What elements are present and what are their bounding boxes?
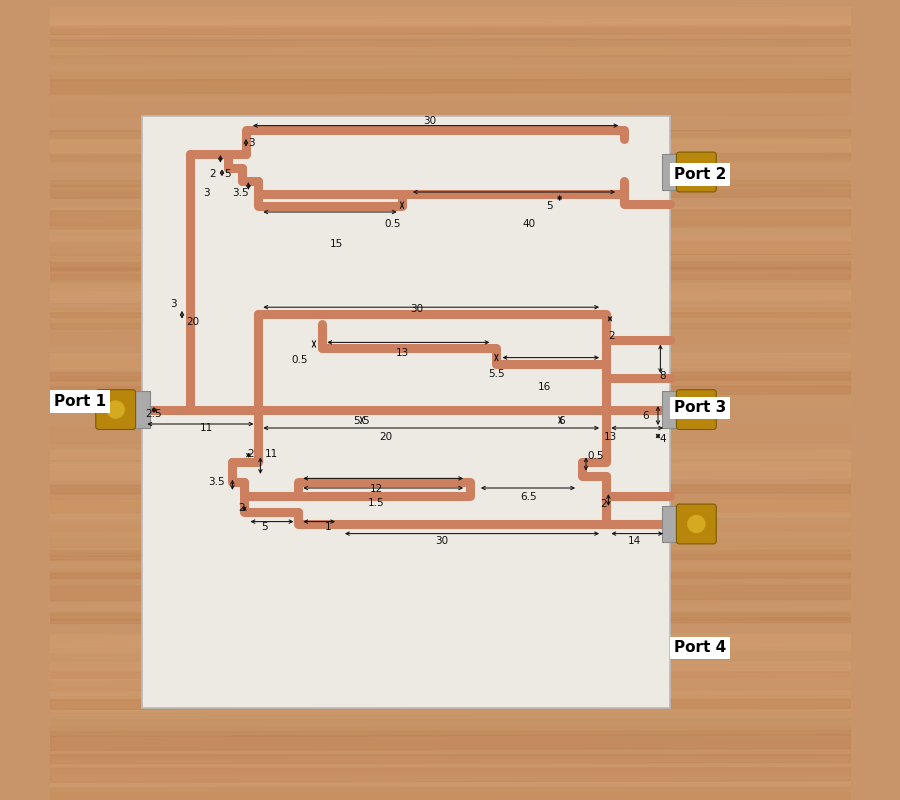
Text: 4: 4: [660, 434, 666, 444]
Text: 30: 30: [436, 536, 448, 546]
FancyBboxPatch shape: [677, 152, 716, 192]
Text: 1: 1: [325, 522, 332, 532]
Text: 40: 40: [522, 219, 536, 229]
Circle shape: [688, 515, 705, 533]
Text: 16: 16: [538, 382, 551, 392]
Text: 1.5: 1.5: [368, 498, 384, 508]
Text: 0.5: 0.5: [291, 355, 308, 365]
Text: 2: 2: [238, 503, 245, 513]
Text: 13: 13: [603, 432, 616, 442]
Text: 20: 20: [186, 317, 199, 326]
Text: 5.5: 5.5: [489, 370, 505, 379]
Text: Port 1: Port 1: [54, 394, 106, 409]
Text: 15: 15: [329, 239, 343, 250]
Text: 2.5: 2.5: [146, 410, 162, 419]
Text: 6.5: 6.5: [520, 492, 536, 502]
FancyBboxPatch shape: [662, 391, 680, 428]
Text: 12: 12: [370, 484, 383, 494]
Text: 14: 14: [627, 536, 641, 546]
Text: 5.5: 5.5: [354, 416, 370, 426]
Text: 20: 20: [380, 432, 392, 442]
Text: 30: 30: [410, 304, 423, 314]
Circle shape: [688, 401, 705, 418]
Text: 6: 6: [559, 416, 565, 426]
Circle shape: [688, 163, 705, 181]
FancyBboxPatch shape: [677, 390, 716, 430]
Text: 6: 6: [642, 411, 649, 421]
Text: 5: 5: [224, 170, 231, 179]
Text: 5: 5: [546, 202, 553, 211]
Text: 3: 3: [171, 299, 177, 309]
Text: 2: 2: [209, 170, 216, 179]
Text: 2: 2: [608, 331, 615, 341]
Circle shape: [107, 401, 124, 418]
Text: 11: 11: [200, 423, 212, 434]
Text: Port 4: Port 4: [674, 641, 726, 655]
Text: 3: 3: [203, 188, 210, 198]
Text: 13: 13: [395, 347, 409, 358]
Text: 2: 2: [600, 499, 607, 509]
FancyBboxPatch shape: [132, 391, 150, 428]
Text: 0.5: 0.5: [588, 451, 604, 461]
FancyBboxPatch shape: [677, 504, 716, 544]
Text: 5: 5: [261, 522, 267, 532]
Text: 8: 8: [660, 371, 666, 381]
Text: 2: 2: [248, 450, 254, 459]
FancyBboxPatch shape: [142, 116, 670, 708]
Text: 3.5: 3.5: [208, 477, 224, 486]
FancyBboxPatch shape: [662, 154, 680, 190]
Text: 11: 11: [265, 450, 278, 459]
Text: 0.5: 0.5: [384, 219, 400, 229]
FancyBboxPatch shape: [662, 506, 680, 542]
FancyBboxPatch shape: [95, 390, 136, 430]
Text: 30: 30: [423, 115, 436, 126]
Text: 3.5: 3.5: [232, 188, 249, 198]
Text: 3: 3: [248, 138, 255, 148]
Text: Port 3: Port 3: [674, 401, 726, 415]
Text: Port 2: Port 2: [674, 167, 726, 182]
